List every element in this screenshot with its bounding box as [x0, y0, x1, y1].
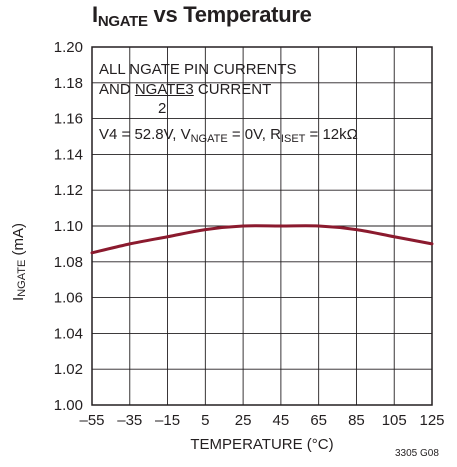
- y-tick-label-7: 1.14: [54, 146, 83, 163]
- y-tick-label-10: 1.20: [54, 39, 83, 56]
- plot-frame: [91, 46, 433, 406]
- note-line-1: ALL NGATE PIN CURRENTS: [99, 61, 297, 78]
- y-tick-label-1: 1.02: [54, 361, 83, 378]
- y-tick-labels: 1.00 1.02 1.04 1.06 1.08 1.10 1.12 1.14 1.16 1.18…: [54, 39, 83, 414]
- x-tick-label-4: 25: [235, 412, 252, 429]
- y-tick-label-3: 1.06: [54, 290, 83, 307]
- y-tick-label-5: 1.10: [54, 218, 83, 235]
- x-tick-label-7: 85: [348, 412, 365, 429]
- x-tick-label-5: 45: [273, 412, 290, 429]
- x-tick-label-1: –35: [117, 412, 142, 429]
- x-tick-label-8: 105: [382, 412, 407, 429]
- x-axis-label: TEMPERATURE (°C): [190, 436, 334, 453]
- note-denominator: 2: [158, 100, 167, 117]
- y-tick-label-8: 1.16: [54, 111, 83, 128]
- x-tick-labels: –55 –35 –15 5 25 45 65 85 105 125: [79, 412, 444, 429]
- y-tick-label-4: 1.08: [54, 254, 83, 271]
- y-tick-label-2: 1.04: [54, 325, 83, 342]
- figure-code: 3305 G08: [395, 448, 439, 459]
- note-line-2: AND NGATE3 CURRENT: [99, 81, 272, 98]
- x-tick-label-6: 65: [310, 412, 327, 429]
- y-tick-label-0: 1.00: [54, 397, 83, 414]
- y-axis-label: INGATE (mA): [10, 223, 28, 301]
- chart-title: INGATE vs Temperature: [92, 2, 312, 30]
- y-tick-label-9: 1.18: [54, 75, 83, 92]
- x-tick-label-2: –15: [155, 412, 180, 429]
- x-tick-label-3: 5: [201, 412, 209, 429]
- x-tick-label-0: –55: [79, 412, 104, 429]
- x-tick-label-9: 125: [419, 412, 444, 429]
- note-conditions: V4 = 52.8V, VNGATE = 0V, RISET = 12kΩ: [99, 126, 358, 145]
- y-tick-label-6: 1.12: [54, 182, 83, 199]
- series-line: [90, 224, 434, 255]
